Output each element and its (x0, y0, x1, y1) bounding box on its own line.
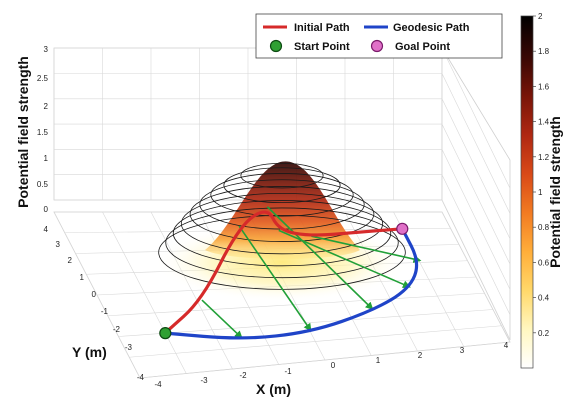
geodesic-path-line (163, 227, 419, 340)
colorbar-tick-label: 0.8 (538, 223, 550, 232)
z-axis-ticks: 0 0.5 1 1.5 2 2.5 3 (37, 45, 49, 214)
x-axis-label: X (m) (256, 381, 291, 397)
y-tick: 2 (68, 256, 73, 265)
y-tick: -4 (137, 373, 145, 382)
x-tick: -2 (239, 371, 247, 380)
z-tick: 1 (44, 154, 49, 163)
y-axis-label: Y (m) (72, 344, 107, 360)
colorbar-tick-label: 0.2 (538, 329, 550, 338)
contour-ring (180, 192, 384, 255)
initial-path-line (163, 210, 404, 335)
legend-goal-point-swatch (370, 39, 384, 53)
gradient-arrow (311, 235, 422, 263)
colorbar-label: Potential field strength (547, 116, 563, 268)
legend-goal-point-label: Goal Point (395, 41, 450, 53)
colorbar-tick-label: 1 (538, 188, 543, 197)
z-tick: 0 (44, 205, 49, 214)
colorbar-tick-label: 1.2 (538, 153, 550, 162)
wall-grid-line (441, 48, 511, 189)
colorbar-tick-label: 0.6 (538, 258, 550, 267)
x-tick: -1 (284, 367, 292, 376)
colorbar-tick-label: 0.4 (538, 294, 550, 303)
wall-grid-line (441, 199, 511, 341)
legend: Initial Path Geodesic Path Start Point G… (255, 13, 503, 59)
y-axis-ticks: 4 3 2 1 0 -1 -2 -3 -4 (44, 225, 145, 382)
y-tick: 4 (44, 225, 49, 234)
colorbar-tick-label: 1.6 (538, 82, 550, 91)
x-tick: 3 (460, 346, 465, 355)
colorbar-tick-label: 1.8 (538, 47, 550, 56)
contour-ring (165, 207, 399, 279)
floor-grid-line (441, 211, 511, 343)
colorbar-ticks: 2 1.8 1.6 1.4 1.2 1 0.8 0.6 0.4 0.2 (533, 12, 550, 338)
y-tick: 1 (80, 273, 85, 282)
gradient-arrows (201, 206, 422, 339)
z-tick: 2.5 (37, 74, 49, 83)
z-tick: 2 (44, 102, 49, 111)
gradient-arrow (278, 229, 411, 289)
goal-point-marker (396, 222, 409, 235)
colorbar: 2 1.8 1.6 1.4 1.2 1 0.8 0.6 0.4 0.2 Potential fie… (520, 12, 563, 369)
y-tick: -2 (113, 325, 121, 334)
legend-start-point-label: Start Point (294, 41, 350, 53)
wall-grid-line (441, 73, 511, 214)
z-tick: 1.5 (37, 128, 49, 137)
x-tick: 1 (376, 356, 381, 365)
contour-ring (223, 167, 341, 204)
z-axis-label: Potential field strength (15, 56, 31, 208)
contour-ring (210, 173, 354, 217)
y-tick: 0 (92, 290, 97, 299)
colorbar-tick-label: 1.4 (538, 118, 550, 127)
contour-ring (240, 162, 324, 189)
gradient-arrow (238, 225, 312, 332)
gradient-arrow (201, 299, 243, 339)
wall-grid-line (441, 149, 511, 290)
x-tick: -3 (200, 376, 208, 385)
x-tick: 4 (504, 341, 509, 350)
colorbar-tick-label: 2 (538, 12, 543, 21)
legend-initial-path-label: Initial Path (294, 22, 350, 34)
x-tick: 2 (418, 351, 423, 360)
z-tick: 3 (44, 45, 49, 54)
gradient-arrow (266, 206, 374, 310)
wall-grid-line (441, 123, 511, 265)
colorbar-strip (520, 15, 534, 369)
y-tick: -1 (101, 307, 109, 316)
start-point-marker (159, 327, 172, 340)
legend-start-point-swatch (269, 39, 283, 53)
legend-geodesic-path-label: Geodesic Path (393, 22, 470, 34)
x-tick: 0 (331, 361, 336, 370)
contour-ring (189, 186, 375, 242)
wall-grid-line (441, 98, 511, 239)
x-tick: -4 (154, 380, 162, 389)
wall-grid-line (441, 174, 511, 315)
y-tick: -3 (125, 343, 133, 352)
x-axis-ticks: -4 -3 -2 -1 0 1 2 3 4 (154, 341, 508, 389)
y-tick: 3 (56, 240, 61, 249)
contour-ring (172, 200, 392, 267)
z-tick: 0.5 (37, 180, 49, 189)
